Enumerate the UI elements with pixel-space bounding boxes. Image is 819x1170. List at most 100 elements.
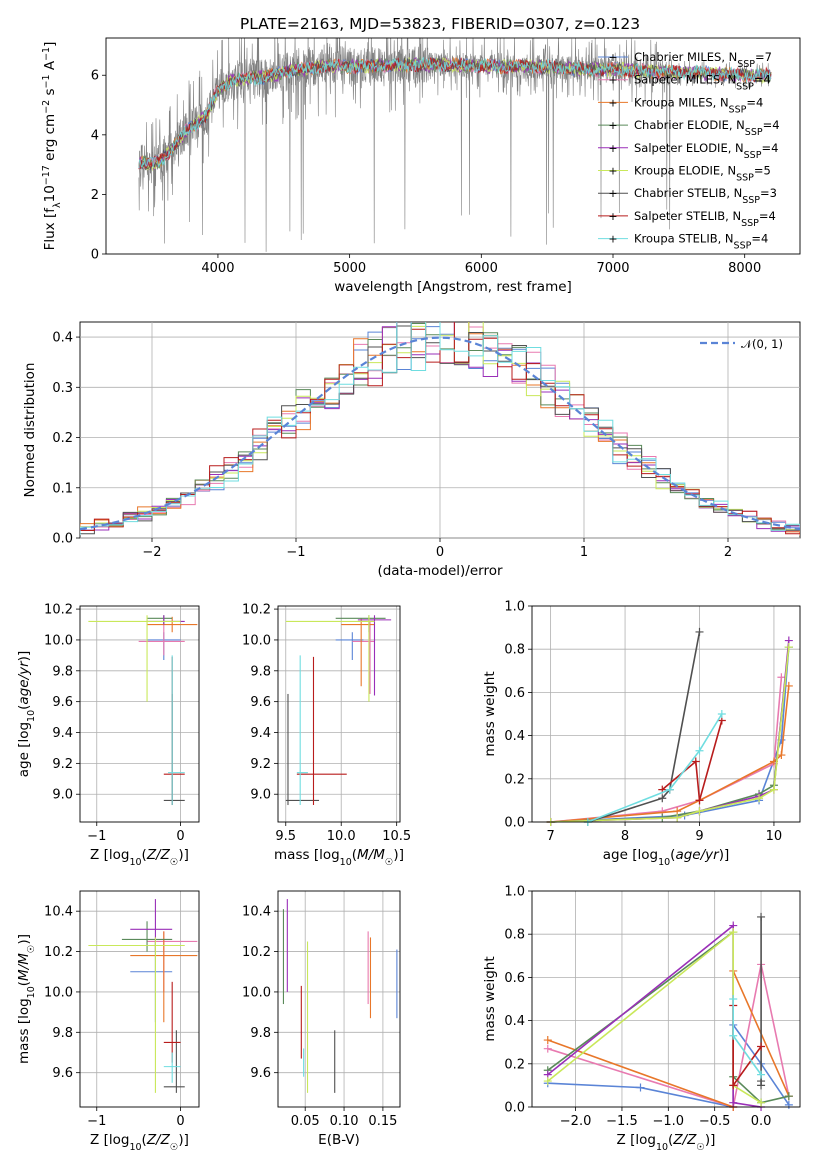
age_vs_mass-xtick-label-2: 10.5 bbox=[382, 829, 411, 844]
mass-weight-vs-metallicity-plot: −2.0 −1.5 −1.0 −0.5 0.0 0.0 0.2 0.4 0.6 0.8 1.0 Z [… bbox=[482, 885, 801, 1153]
mass_weight_vs_Z-point-0-1 bbox=[636, 1083, 645, 1092]
mass_vs_ebv-ytick-label-4: 10.4 bbox=[242, 905, 271, 920]
spectrum-xtick-label-2: 6000 bbox=[465, 261, 498, 276]
age_vs_mass-xtick-label-1: 10.0 bbox=[327, 829, 356, 844]
spectrum-ytick-label-2: 4 bbox=[91, 128, 99, 143]
mass_weight_vs_age-point-2-5 bbox=[784, 681, 793, 690]
mass_vs_ebv-xtick-label-1: 0.10 bbox=[330, 1114, 359, 1129]
age_vs_Z-ytick-label-5: 10.0 bbox=[44, 633, 73, 648]
mass_weight_vs_age-point-1-4 bbox=[777, 673, 786, 682]
spectrum-ytick-label-1: 2 bbox=[91, 188, 99, 203]
residuals-ytick-label-3: 0.3 bbox=[52, 381, 73, 396]
legend-marker-4: + bbox=[608, 142, 617, 155]
mass_vs_ebv-xtick-label-0: 0.05 bbox=[291, 1114, 320, 1129]
age_vs_Z-xtick-label-1: 0 bbox=[176, 829, 184, 844]
mass_weight_vs_Z-line-5 bbox=[547, 930, 762, 1104]
spectrum-ylabel: Flux [fλ10−17 erg cm−2 s−1 A−1] bbox=[41, 42, 63, 251]
mass_weight_vs_Z-point-3-4 bbox=[784, 1092, 793, 1101]
mass_weight_vs_age-ytick-label-2: 0.4 bbox=[504, 729, 525, 744]
mass_weight_vs_age-line-6 bbox=[587, 631, 701, 823]
mass_weight_vs_Z-point-4-2 bbox=[729, 1098, 738, 1107]
age_vs_mass-ytick-label-4: 9.8 bbox=[250, 664, 271, 679]
legend-marker-3: + bbox=[608, 119, 617, 132]
residuals-ytick-label-4: 0.4 bbox=[52, 331, 73, 346]
mass_vs_ebv-ytick-label-0: 9.6 bbox=[250, 1066, 271, 1081]
residuals-xtick-label-3: 1 bbox=[580, 545, 588, 560]
legend-label-4: Salpeter ELODIE, NSSP=4 bbox=[634, 141, 778, 161]
mass_weight_vs_age-point-5-5 bbox=[784, 643, 793, 652]
mass_weight_vs_Z-point-0-5 bbox=[784, 1100, 793, 1109]
residuals-ylabel: Normed distribution bbox=[22, 363, 38, 498]
residuals-xtick-label-1: −1 bbox=[286, 545, 305, 560]
mass_weight_vs_Z-ytick-label-2: 0.4 bbox=[504, 1014, 525, 1029]
spectrum-ytick-label-0: 0 bbox=[91, 248, 99, 263]
mass_vs_Z-ytick-label-2: 10.0 bbox=[44, 985, 73, 1000]
mass_weight_vs_Z-point-8-2 bbox=[757, 1070, 766, 1079]
mass_weight_vs_age-point-8-3 bbox=[717, 710, 726, 718]
age_vs_mass-frame bbox=[277, 605, 401, 823]
mass_weight_vs_Z-ytick-label-1: 0.2 bbox=[504, 1057, 525, 1072]
mass_weight_vs_Z-ytick-label-3: 0.6 bbox=[504, 971, 525, 986]
mass_weight_vs_age-ytick-label-3: 0.6 bbox=[504, 686, 525, 701]
mass_weight_vs_age-line-7 bbox=[661, 720, 723, 801]
mass-vs-ebv-plot: 0.05 0.10 0.15 9.6 9.8 10.0 10.2 10.4 E(B-V) bbox=[242, 890, 401, 1148]
age_vs_mass-xlabel: mass [log10(M/M☉)] bbox=[274, 847, 404, 868]
mass_weight_vs_age-point-6-1 bbox=[658, 794, 667, 803]
mass_vs_Z-ytick-label-4: 10.4 bbox=[44, 905, 73, 920]
mass_vs_Z-ytick-label-0: 9.6 bbox=[52, 1066, 73, 1081]
mass_weight_vs_age-xtick-label-2: 9 bbox=[695, 829, 703, 844]
mass_weight_vs_age-point-5-4 bbox=[769, 785, 778, 794]
mass_weight_vs_age-xtick-label-1: 8 bbox=[621, 829, 629, 844]
mass_weight_vs_Z-ylabel: mass weight bbox=[482, 956, 498, 1041]
residuals-xtick-label-4: 2 bbox=[724, 545, 732, 560]
mass-weight-vs-age-plot: 7 8 9 10 0.0 0.2 0.4 0.6 0.8 1.0 age [log10(age/yr… bbox=[482, 600, 801, 868]
spectrum-plot: 4000 5000 6000 7000 8000 0 2 4 6 wavelength [Angs… bbox=[41, 37, 801, 295]
spectrum-ytick-label-3: 6 bbox=[91, 69, 99, 84]
mass_weight_vs_age-point-7-2 bbox=[695, 796, 704, 805]
mass_weight_vs_Z-point-5-3 bbox=[757, 1098, 766, 1107]
mass_weight_vs_Z-line-4 bbox=[547, 923, 762, 1108]
mass_weight_vs_age-ytick-label-4: 0.8 bbox=[504, 643, 525, 658]
legend-marker-5: + bbox=[608, 165, 617, 178]
mass_vs_ebv-ytick-label-3: 10.2 bbox=[242, 945, 271, 960]
age_vs_mass-xtick-label-0: 9.5 bbox=[275, 829, 296, 844]
age_vs_Z-xtick-label-0: −1 bbox=[87, 829, 106, 844]
age_vs_Z-ytick-label-3: 9.6 bbox=[52, 695, 73, 710]
mass_weight_vs_age-point-8-1 bbox=[665, 785, 674, 794]
mass_weight_vs_Z-line-1 bbox=[547, 964, 790, 1109]
mass_weight_vs_age-ytick-label-1: 0.2 bbox=[504, 772, 525, 787]
age_vs_mass-ytick-label-0: 9.0 bbox=[250, 788, 271, 803]
mass_weight_vs_Z-point-5-1 bbox=[729, 928, 738, 937]
mass_vs_ebv-ytick-label-2: 10.0 bbox=[242, 985, 271, 1000]
mass_weight_vs_Z-point-5-0 bbox=[543, 1077, 552, 1086]
age_vs_Z-ylabel: age [log10(age/yr)] bbox=[16, 651, 37, 777]
mass_weight_vs_age-ytick-label-0: 0.0 bbox=[504, 816, 525, 831]
legend-label-8: Kroupa STELIB, NSSP=4 bbox=[634, 232, 768, 252]
mass_weight_vs_age-point-5-2 bbox=[695, 807, 704, 816]
spectrum-xtick-label-3: 7000 bbox=[596, 261, 629, 276]
spectrum-frame bbox=[105, 37, 801, 255]
legend-label-1: Salpeter MILES, NSSP=4 bbox=[634, 73, 771, 93]
mass_weight_vs_age-point-7-1 bbox=[691, 757, 700, 766]
age-vs-metallicity-plot: −1 0 9.0 9.2 9.4 9.6 9.8 10.0 10.2 Z [log10(Z/Z☉)… bbox=[16, 603, 200, 868]
residuals-ytick-label-1: 0.1 bbox=[52, 481, 73, 496]
mass_vs_ebv-xtick-label-2: 0.15 bbox=[368, 1114, 397, 1129]
mass_vs_Z-frame bbox=[79, 890, 200, 1108]
age_vs_Z-ytick-label-6: 10.2 bbox=[44, 603, 73, 618]
histograms bbox=[80, 322, 800, 536]
mass_weight_vs_age-line-2 bbox=[550, 685, 790, 823]
normal-legend-label: 𝒩(0, 1) bbox=[741, 337, 783, 351]
mass_vs_Z-xtick-label-1: 0 bbox=[176, 1114, 184, 1129]
age_vs_mass-ytick-label-1: 9.2 bbox=[250, 757, 271, 772]
mass_weight_vs_age-line-3 bbox=[550, 646, 790, 823]
mass_weight_vs_Z-xlabel: Z [log10(Z/Z☉)] bbox=[617, 1132, 716, 1153]
mass_weight_vs_age-point-2-4 bbox=[777, 751, 786, 760]
spectrum-traces bbox=[138, 38, 772, 252]
histogram-8 bbox=[80, 322, 800, 536]
legend-marker-6: + bbox=[608, 187, 617, 200]
mass_weight_vs_age-point-6-3 bbox=[695, 627, 704, 636]
mass_weight_vs_age-point-8-2 bbox=[695, 746, 704, 755]
residuals-xlabel: (data-model)/error bbox=[377, 563, 503, 579]
mass_weight_vs_Z-point-7-1 bbox=[729, 1081, 738, 1090]
